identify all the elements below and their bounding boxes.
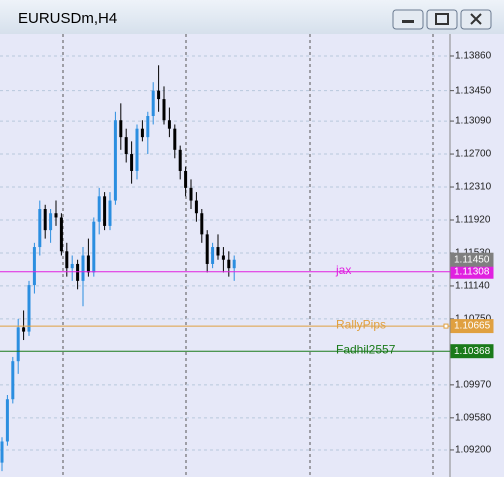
restore-button[interactable] (426, 9, 458, 30)
candle-body (151, 90, 155, 117)
candle-body (173, 128, 177, 150)
candle-body (22, 327, 26, 332)
candle-body (86, 255, 90, 273)
y-tick-label: 1.09970 (455, 379, 492, 390)
candle-body (135, 128, 139, 171)
candle-body (189, 187, 193, 201)
price-label-box (450, 252, 494, 267)
line-end-marker (443, 323, 449, 329)
candle-body (97, 196, 101, 222)
line-name: RallyPips (336, 317, 386, 331)
candle-body (65, 251, 69, 269)
candle-body (49, 213, 53, 231)
candle-body (5, 399, 9, 442)
y-tick-label: 1.10750 (455, 314, 492, 325)
y-tick-label: 1.12310 (455, 182, 492, 193)
candle-body (103, 196, 107, 226)
candle-body (232, 259, 236, 269)
y-tick-label: 1.09580 (455, 412, 492, 423)
line-name: Fadhil2557 (336, 342, 396, 356)
candle-body (54, 213, 58, 218)
period-separators (62, 34, 434, 477)
candle-body (140, 128, 144, 138)
candle-body (38, 209, 42, 248)
window-title: EURUSDm,H4 (18, 10, 117, 27)
y-tick-label: 1.13090 (455, 116, 492, 127)
restore-icon (435, 13, 449, 25)
price-label-box (450, 344, 494, 359)
minimize-button[interactable] (392, 9, 424, 30)
y-tick-label: 1.09200 (455, 445, 492, 456)
line-name: jax (335, 263, 351, 277)
price-label-box (450, 319, 494, 334)
candle-body (162, 99, 166, 121)
candle-body (119, 120, 123, 138)
y-tick-label: 1.12700 (455, 149, 492, 160)
candle-body (59, 217, 63, 252)
candle-body (146, 116, 150, 138)
y-tick-label: 1.13860 (455, 51, 492, 62)
window-buttons (392, 9, 492, 30)
candle-body (221, 255, 225, 260)
candle-body (32, 247, 36, 286)
candle-body (27, 285, 31, 332)
candle-body (70, 263, 74, 269)
candle-body (205, 234, 209, 264)
candle-body (43, 209, 47, 231)
candle-body (211, 247, 215, 264)
chart-area (0, 34, 504, 477)
price-label: 1.11450 (454, 254, 490, 265)
y-tick-label: 1.11920 (455, 215, 491, 226)
candle-body (194, 200, 198, 214)
y-tick-label: 1.13450 (455, 85, 492, 96)
y-tick-label: 1.11140 (455, 281, 490, 292)
price-label: 1.10368 (454, 346, 491, 357)
candle-body (200, 213, 204, 235)
candle-body (167, 120, 171, 129)
candle-body (178, 149, 182, 171)
candle-body (76, 263, 80, 281)
candle-body (113, 120, 117, 201)
price-label: 1.11308 (454, 266, 490, 277)
candle-body (184, 170, 188, 188)
candle-body (92, 221, 96, 273)
candle-body (157, 90, 161, 100)
candle-body (227, 259, 231, 269)
candle-body (124, 137, 128, 155)
candle-body (130, 154, 134, 171)
close-icon (470, 13, 482, 25)
candle-body (16, 327, 20, 362)
candle-body (11, 361, 15, 400)
plot: 1.13860 1.13450 1.13090 1.12700 1.12310 1.119… (0, 51, 494, 472)
candle-body (216, 247, 220, 256)
price-label: 1.10665 (454, 321, 491, 332)
candle-body (81, 255, 85, 281)
minimize-icon (402, 20, 414, 23)
candle-body (0, 441, 4, 463)
candle-body (108, 200, 112, 226)
